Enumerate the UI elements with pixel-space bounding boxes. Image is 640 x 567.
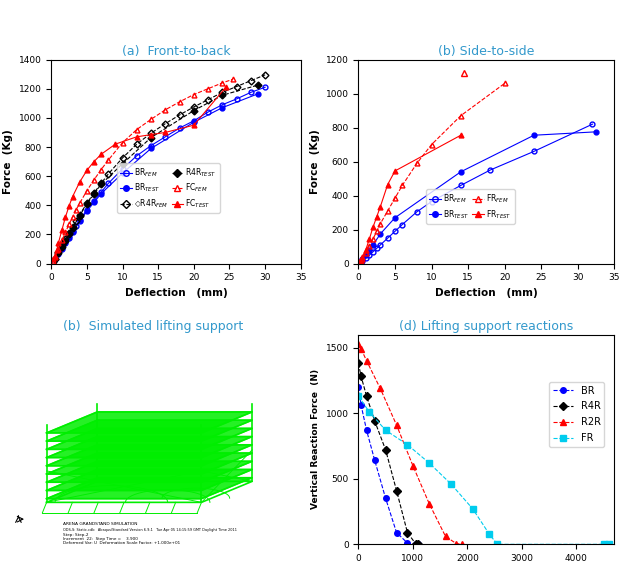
Legend: BR, R4R, R2R, FR: BR, R4R, R2R, FR (549, 382, 604, 447)
BR (357, 402, 365, 409)
X-axis label: Deflection   (mm): Deflection (mm) (435, 288, 538, 298)
R2R (376, 385, 384, 392)
FR (426, 460, 433, 467)
BR (355, 383, 362, 390)
Polygon shape (47, 453, 252, 474)
Title: (a)  Front-to-back: (a) Front-to-back (122, 45, 230, 58)
R2R (363, 357, 371, 364)
R2R (409, 462, 417, 469)
Text: ARENA GRANDSTAND SIMULATION: ARENA GRANDSTAND SIMULATION (63, 522, 138, 526)
R4R (355, 360, 362, 367)
X-axis label: Deflection   (mm): Deflection (mm) (125, 288, 227, 298)
Y-axis label: Force  (Kg): Force (Kg) (3, 129, 13, 194)
Text: Deformed Var: U  Deformation Scale Factor: +1.000e+01: Deformed Var: U Deformation Scale Factor… (63, 541, 180, 545)
BR (371, 457, 379, 464)
R4R (415, 541, 422, 548)
R2R (442, 533, 449, 540)
Text: Step: Step-2: Step: Step-2 (63, 532, 89, 536)
R4R (412, 540, 419, 547)
R2R (458, 541, 466, 548)
R4R (382, 447, 390, 454)
Y-axis label: Force  (Kg): Force (Kg) (310, 129, 320, 194)
Polygon shape (47, 429, 252, 450)
R4R (357, 373, 365, 380)
Polygon shape (47, 462, 252, 483)
Polygon shape (47, 420, 252, 441)
BR (393, 529, 401, 536)
R4R (363, 393, 371, 400)
Polygon shape (47, 445, 252, 466)
R4R (371, 418, 379, 425)
FR (605, 541, 612, 548)
Legend: BR$_{FEM}$, BR$_{TEST}$, ◇R4R$_{FEM}$, R4R$_{TEST}$, FC$_{FEM}$, FC$_{TEST}$: BR$_{FEM}$, BR$_{TEST}$, ◇R4R$_{FEM}$, R… (117, 163, 220, 213)
R2R (355, 340, 362, 347)
FR (447, 481, 455, 488)
Polygon shape (47, 412, 252, 433)
Polygon shape (47, 437, 252, 458)
BR (382, 495, 390, 502)
Title: (b)  Simulated lifting support: (b) Simulated lifting support (63, 320, 244, 333)
R2R (357, 345, 365, 352)
Line: FR: FR (356, 393, 612, 547)
Title: (b) Side-to-side: (b) Side-to-side (438, 45, 534, 58)
FR (365, 408, 373, 415)
BR (415, 541, 422, 548)
FR (600, 541, 607, 548)
R2R (452, 540, 460, 547)
Title: (d) Lifting support reactions: (d) Lifting support reactions (399, 320, 573, 333)
Legend: BR$_{FEM}$, BR$_{TEST}$, FR$_{FEM}$, FR$_{TEST}$: BR$_{FEM}$, BR$_{TEST}$, FR$_{FEM}$, FR$… (426, 189, 515, 223)
BR (404, 540, 412, 547)
Text: Increment  22:  Step Time =    3.900: Increment 22: Step Time = 3.900 (63, 537, 138, 541)
R4R (393, 487, 401, 494)
Text: ODS-S: Static.cdb   Abaqus/Standard Version 6.9-1   Tue Apr 05 14:15:59 GMT Dayl: ODS-S: Static.cdb Abaqus/Standard Versio… (63, 528, 237, 532)
FR (469, 506, 477, 513)
FR (485, 531, 493, 538)
BR (363, 427, 371, 434)
R2R (426, 500, 433, 507)
Line: R4R: R4R (356, 361, 421, 547)
Polygon shape (47, 469, 252, 490)
BR (412, 541, 419, 548)
FR (382, 427, 390, 434)
FR (355, 393, 362, 400)
R2R (393, 422, 401, 429)
Line: BR: BR (356, 384, 421, 547)
Y-axis label: Vertical Reaction Force  (N): Vertical Reaction Force (N) (311, 369, 320, 510)
R4R (404, 529, 412, 536)
FR (493, 541, 501, 548)
FR (404, 441, 412, 448)
Polygon shape (47, 478, 252, 499)
Line: R2R: R2R (356, 341, 465, 547)
